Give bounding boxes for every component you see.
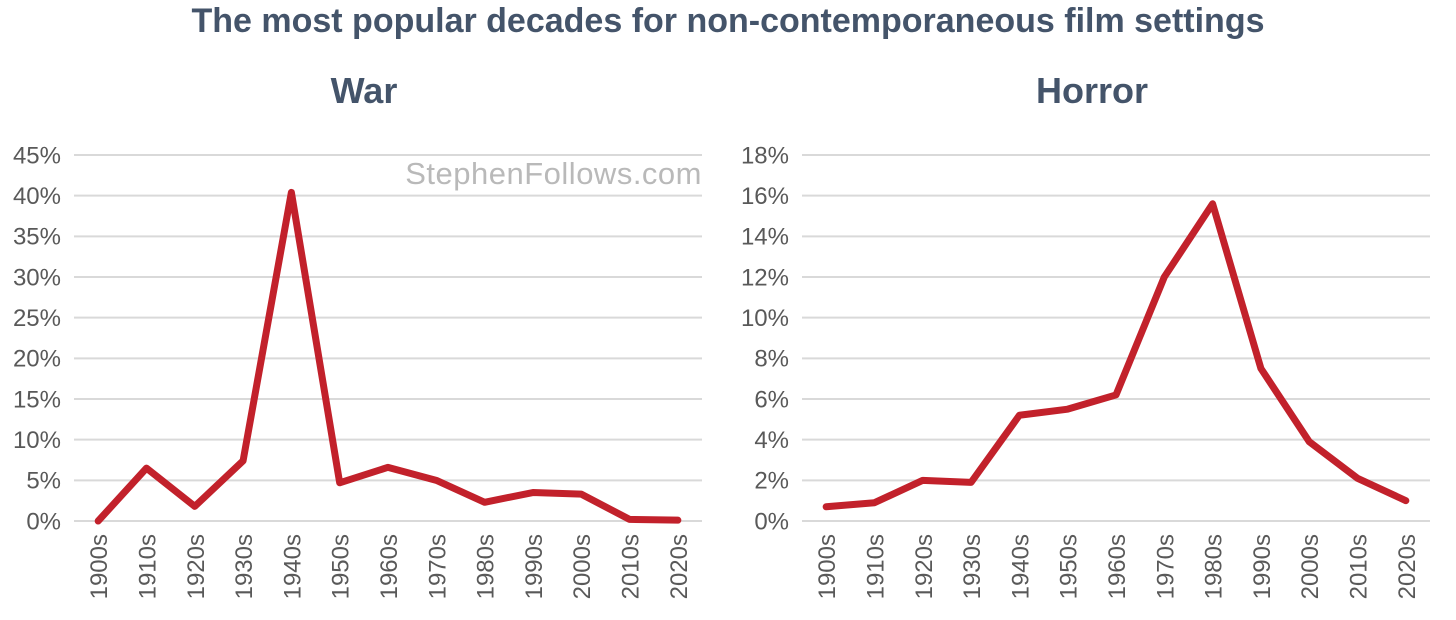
y-axis-tick-label: 35% [13, 224, 61, 251]
x-axis-tick-label: 1910s [134, 534, 161, 599]
y-axis-tick-label: 45% [13, 142, 61, 169]
y-axis-tick-label: 5% [26, 468, 61, 495]
horror-chart-section: Horror 0% 2% 4% 6% 8% 10% 12% 14% 16% 18% 1900s 191… [728, 0, 1456, 620]
data-line-series [822, 200, 1410, 511]
y-axis-tick-label: 10% [741, 305, 789, 332]
y-axis-tick-label: 14% [741, 224, 789, 251]
y-axis-tick-label: 18% [741, 142, 789, 169]
y-axis-tick-label: 20% [13, 346, 61, 373]
x-axis-tick-label: 2000s [569, 534, 596, 599]
x-axis-tick-label: 1950s [328, 534, 355, 599]
x-axis-tick-label: 1920s [183, 534, 210, 599]
x-axis-tick-label: 1970s [424, 534, 451, 599]
x-axis-tick-label: 1990s [1249, 534, 1276, 599]
y-axis-tick-label: 4% [754, 427, 789, 454]
y-axis-tick-label: 25% [13, 305, 61, 332]
y-axis-tick-label: 8% [754, 346, 789, 373]
x-axis-tick-label: 1910s [862, 534, 889, 599]
page-title: The most popular decades for non-contemp… [191, 2, 1265, 40]
x-axis-tick-label: 2010s [1346, 534, 1373, 599]
watermark: StephenFollows.com [405, 156, 702, 191]
war-line-chart-plot: 0% 5% 10% 15% 20% 25% 30% 35% 40% 45% 1900s 1910s 19… [13, 142, 702, 599]
y-axis-tick-label: 10% [13, 427, 61, 454]
war-chart-section: War 0% 5% 10% 15% 20% 25% 30% 35% 40% 45% 1900s 191… [13, 70, 702, 599]
y-axis-tick-label: 40% [13, 183, 61, 210]
x-axis-tick-label: 1940s [1007, 534, 1034, 599]
y-axis-tick-label: 0% [26, 508, 61, 535]
x-axis-tick-label: 1930s [231, 534, 258, 599]
y-axis-tick-label: 2% [754, 468, 789, 495]
x-axis-tick-label: 1930s [959, 534, 986, 599]
war-chart-title: War [330, 70, 398, 111]
horror-line-chart-plot: 0% 2% 4% 6% 8% 10% 12% 14% 16% 18% 1900s 1910s 1920s… [741, 142, 1430, 599]
x-axis-tick-label: 1990s [521, 534, 548, 599]
x-axis-tick-label: 1980s [473, 534, 500, 599]
x-axis-tick-label: 1960s [376, 534, 403, 599]
y-axis-tick-label: 30% [13, 264, 61, 291]
y-axis-tick-label: 12% [741, 264, 789, 291]
x-axis-tick-label: 2000s [1297, 534, 1324, 599]
y-axis-tick-label: 15% [13, 386, 61, 413]
y-axis-tick-label: 6% [754, 386, 789, 413]
data-line-series [94, 188, 682, 525]
x-axis-tick-label: 2020s [666, 534, 693, 599]
x-axis-tick-label: 1960s [1104, 534, 1131, 599]
x-axis-tick-label: 2020s [1394, 534, 1421, 599]
x-axis-tick-label: 1970s [1152, 534, 1179, 599]
horror-chart-title: Horror [1035, 70, 1148, 111]
x-axis-tick-label: 2010s [618, 534, 645, 599]
x-axis-tick-label: 1900s [86, 534, 113, 599]
y-axis-tick-label: 0% [754, 508, 789, 535]
y-axis-tick-label: 16% [741, 183, 789, 210]
x-axis-tick-label: 1920s [911, 534, 938, 599]
x-axis-tick-label: 1940s [279, 534, 306, 599]
x-axis-tick-label: 1950s [1056, 534, 1083, 599]
x-axis-tick-label: 1900s [814, 534, 841, 599]
x-axis-tick-label: 1980s [1201, 534, 1228, 599]
